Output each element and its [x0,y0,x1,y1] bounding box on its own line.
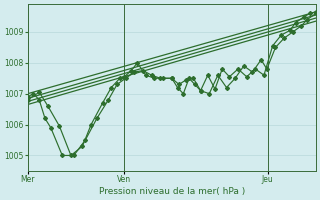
X-axis label: Pression niveau de la mer( hPa ): Pression niveau de la mer( hPa ) [99,187,245,196]
